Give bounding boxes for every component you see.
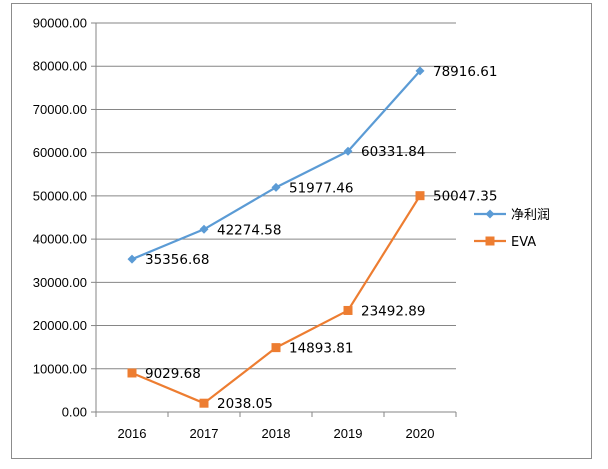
legend-item-net-profit: 净利润 — [474, 208, 550, 223]
data-label-net-profit: 78916.61 — [433, 64, 497, 80]
data-point-eva — [127, 368, 137, 378]
x-tick-label: 2017 — [190, 426, 219, 441]
data-label-eva: 23492.89 — [361, 303, 425, 319]
legend-marker — [485, 236, 495, 246]
data-point-net-profit — [415, 66, 425, 76]
data-label-eva: 9029.68 — [145, 366, 201, 382]
chart-frame — [11, 3, 592, 459]
y-tick-label: 50000.00 — [33, 188, 87, 203]
data-point-net-profit — [199, 224, 209, 234]
data-label-eva: 14893.81 — [289, 341, 353, 357]
data-point-net-profit — [271, 182, 281, 192]
legend-label: EVA — [511, 235, 536, 250]
data-label-eva: 50047.35 — [433, 189, 497, 205]
y-tick-label: 30000.00 — [33, 275, 87, 290]
data-label-eva: 2038.05 — [217, 396, 273, 412]
x-tick-label: 2020 — [406, 426, 435, 441]
y-tick-label: 60000.00 — [33, 145, 87, 160]
legend-item-eva: EVA — [474, 235, 536, 250]
data-label-net-profit: 51977.46 — [289, 180, 353, 196]
data-point-eva — [415, 191, 425, 201]
data-label-net-profit: 35356.68 — [145, 252, 209, 268]
x-tick-label: 2018 — [262, 426, 291, 441]
data-point-eva — [199, 398, 209, 408]
y-tick-label: 70000.00 — [33, 102, 87, 117]
data-point-net-profit — [343, 146, 353, 156]
data-point-net-profit — [127, 254, 137, 264]
y-tick-label: 40000.00 — [33, 232, 87, 247]
data-point-eva — [271, 343, 281, 353]
y-tick-label: 20000.00 — [33, 318, 87, 333]
legend-marker — [485, 209, 495, 219]
legend-label: 净利润 — [511, 208, 550, 223]
y-tick-label: 80000.00 — [33, 59, 87, 74]
x-tick-label: 2019 — [334, 426, 363, 441]
data-label-net-profit: 42274.58 — [217, 222, 281, 238]
y-tick-label: 10000.00 — [33, 361, 87, 376]
data-point-eva — [343, 305, 353, 315]
data-label-net-profit: 60331.84 — [361, 144, 425, 160]
y-tick-label: 0.00 — [62, 405, 87, 420]
y-tick-label: 90000.00 — [33, 16, 87, 31]
x-tick-label: 2016 — [118, 426, 147, 441]
